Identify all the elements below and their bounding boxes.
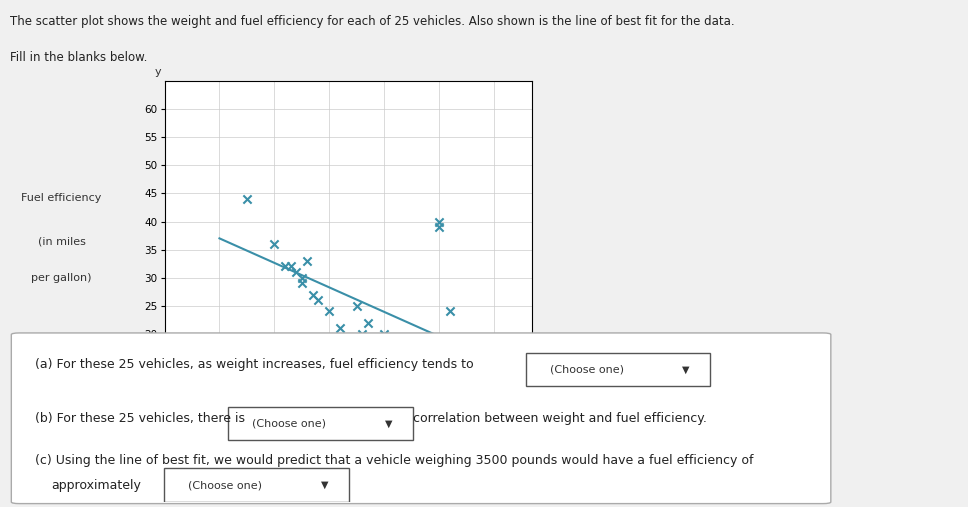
Point <box>432 223 447 231</box>
Point <box>432 218 447 226</box>
Point <box>360 318 376 327</box>
Text: y: y <box>154 67 161 78</box>
Point <box>349 302 365 310</box>
Text: x: x <box>536 453 543 463</box>
Point <box>404 375 419 383</box>
Text: (Choose one): (Choose one) <box>188 480 262 490</box>
Point <box>239 195 255 203</box>
FancyBboxPatch shape <box>12 333 831 503</box>
Point <box>420 380 436 388</box>
X-axis label: Weight (in pounds): Weight (in pounds) <box>292 467 405 480</box>
Text: (c) Using the line of best fit, we would predict that a vehicle weighing 3500 po: (c) Using the line of best fit, we would… <box>36 454 754 466</box>
Point <box>305 291 320 299</box>
Point <box>377 330 392 338</box>
Point <box>311 296 326 304</box>
Text: ▼: ▼ <box>320 480 328 490</box>
FancyBboxPatch shape <box>526 353 711 386</box>
Point <box>442 307 458 315</box>
Point <box>332 324 348 332</box>
Text: The scatter plot shows the weight and fuel efficiency for each of 25 vehicles. A: The scatter plot shows the weight and fu… <box>10 15 735 28</box>
Text: approximately: approximately <box>51 479 141 492</box>
Text: ▼: ▼ <box>385 418 392 428</box>
Point <box>321 307 337 315</box>
Point <box>354 330 370 338</box>
Text: per gallon): per gallon) <box>31 273 92 283</box>
Point <box>294 279 310 287</box>
Point <box>393 380 408 388</box>
Text: (b) For these 25 vehicles, there is: (b) For these 25 vehicles, there is <box>36 412 246 425</box>
Text: Fill in the blanks below.: Fill in the blanks below. <box>10 51 147 64</box>
Point <box>266 240 282 248</box>
FancyBboxPatch shape <box>228 407 413 440</box>
Text: (Choose one): (Choose one) <box>253 418 326 428</box>
Text: correlation between weight and fuel efficiency.: correlation between weight and fuel effi… <box>413 412 707 425</box>
Point <box>366 358 381 366</box>
Text: ▼: ▼ <box>682 365 689 375</box>
Point <box>299 257 315 265</box>
Point <box>278 263 293 271</box>
Point <box>294 274 310 282</box>
Text: (a) For these 25 vehicles, as weight increases, fuel efficiency tends to: (a) For these 25 vehicles, as weight inc… <box>36 358 474 371</box>
Text: (Choose one): (Choose one) <box>550 365 623 375</box>
Point <box>387 347 403 355</box>
Point <box>288 268 304 276</box>
Text: Fuel efficiency: Fuel efficiency <box>21 193 102 203</box>
Text: (in miles: (in miles <box>38 237 85 247</box>
Point <box>283 263 298 271</box>
Point <box>498 431 513 439</box>
FancyBboxPatch shape <box>164 468 348 502</box>
